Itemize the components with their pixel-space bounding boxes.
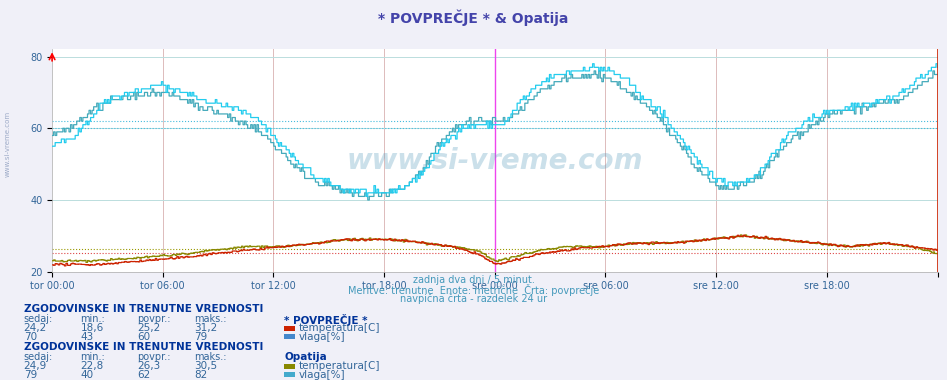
Text: Opatija: Opatija [284,352,327,362]
Text: 43: 43 [80,332,94,342]
Text: 30,5: 30,5 [194,361,217,371]
Text: www.si-vreme.com: www.si-vreme.com [5,111,10,177]
Text: 70: 70 [24,332,37,342]
Text: zadnja dva dni / 5 minut.: zadnja dva dni / 5 minut. [413,275,534,285]
Text: ZGODOVINSKE IN TRENUTNE VREDNOSTI: ZGODOVINSKE IN TRENUTNE VREDNOSTI [24,342,263,352]
Text: 82: 82 [194,370,207,380]
Text: 25,2: 25,2 [137,323,161,333]
Text: 31,2: 31,2 [194,323,218,333]
Text: 62: 62 [137,370,151,380]
Text: vlaga[%]: vlaga[%] [298,370,345,380]
Text: 24,9: 24,9 [24,361,47,371]
Text: temperatura[C]: temperatura[C] [298,361,380,371]
Text: temperatura[C]: temperatura[C] [298,323,380,333]
Text: povpr.:: povpr.: [137,352,170,362]
Text: povpr.:: povpr.: [137,314,170,324]
Text: 22,8: 22,8 [80,361,104,371]
Text: maks.:: maks.: [194,352,226,362]
Text: 24,2: 24,2 [24,323,47,333]
Text: maks.:: maks.: [194,314,226,324]
Text: 40: 40 [80,370,94,380]
Text: * POVPREČJE *: * POVPREČJE * [284,314,367,326]
Text: * POVPREČJE * & Opatija: * POVPREČJE * & Opatija [378,10,569,26]
Text: 26,3: 26,3 [137,361,161,371]
Text: navpična črta - razdelek 24 ur: navpična črta - razdelek 24 ur [400,294,547,304]
Text: www.si-vreme.com: www.si-vreme.com [347,147,643,174]
Text: min.:: min.: [80,352,105,362]
Text: ZGODOVINSKE IN TRENUTNE VREDNOSTI: ZGODOVINSKE IN TRENUTNE VREDNOSTI [24,304,263,314]
Text: Meritve: trenutne  Enote: metrične  Črta: povprečje: Meritve: trenutne Enote: metrične Črta: … [348,284,599,296]
Text: 79: 79 [24,370,37,380]
Text: 18,6: 18,6 [80,323,104,333]
Text: 79: 79 [194,332,207,342]
Text: 60: 60 [137,332,151,342]
Text: min.:: min.: [80,314,105,324]
Text: vlaga[%]: vlaga[%] [298,332,345,342]
Text: sedaj:: sedaj: [24,352,53,362]
Text: sedaj:: sedaj: [24,314,53,324]
